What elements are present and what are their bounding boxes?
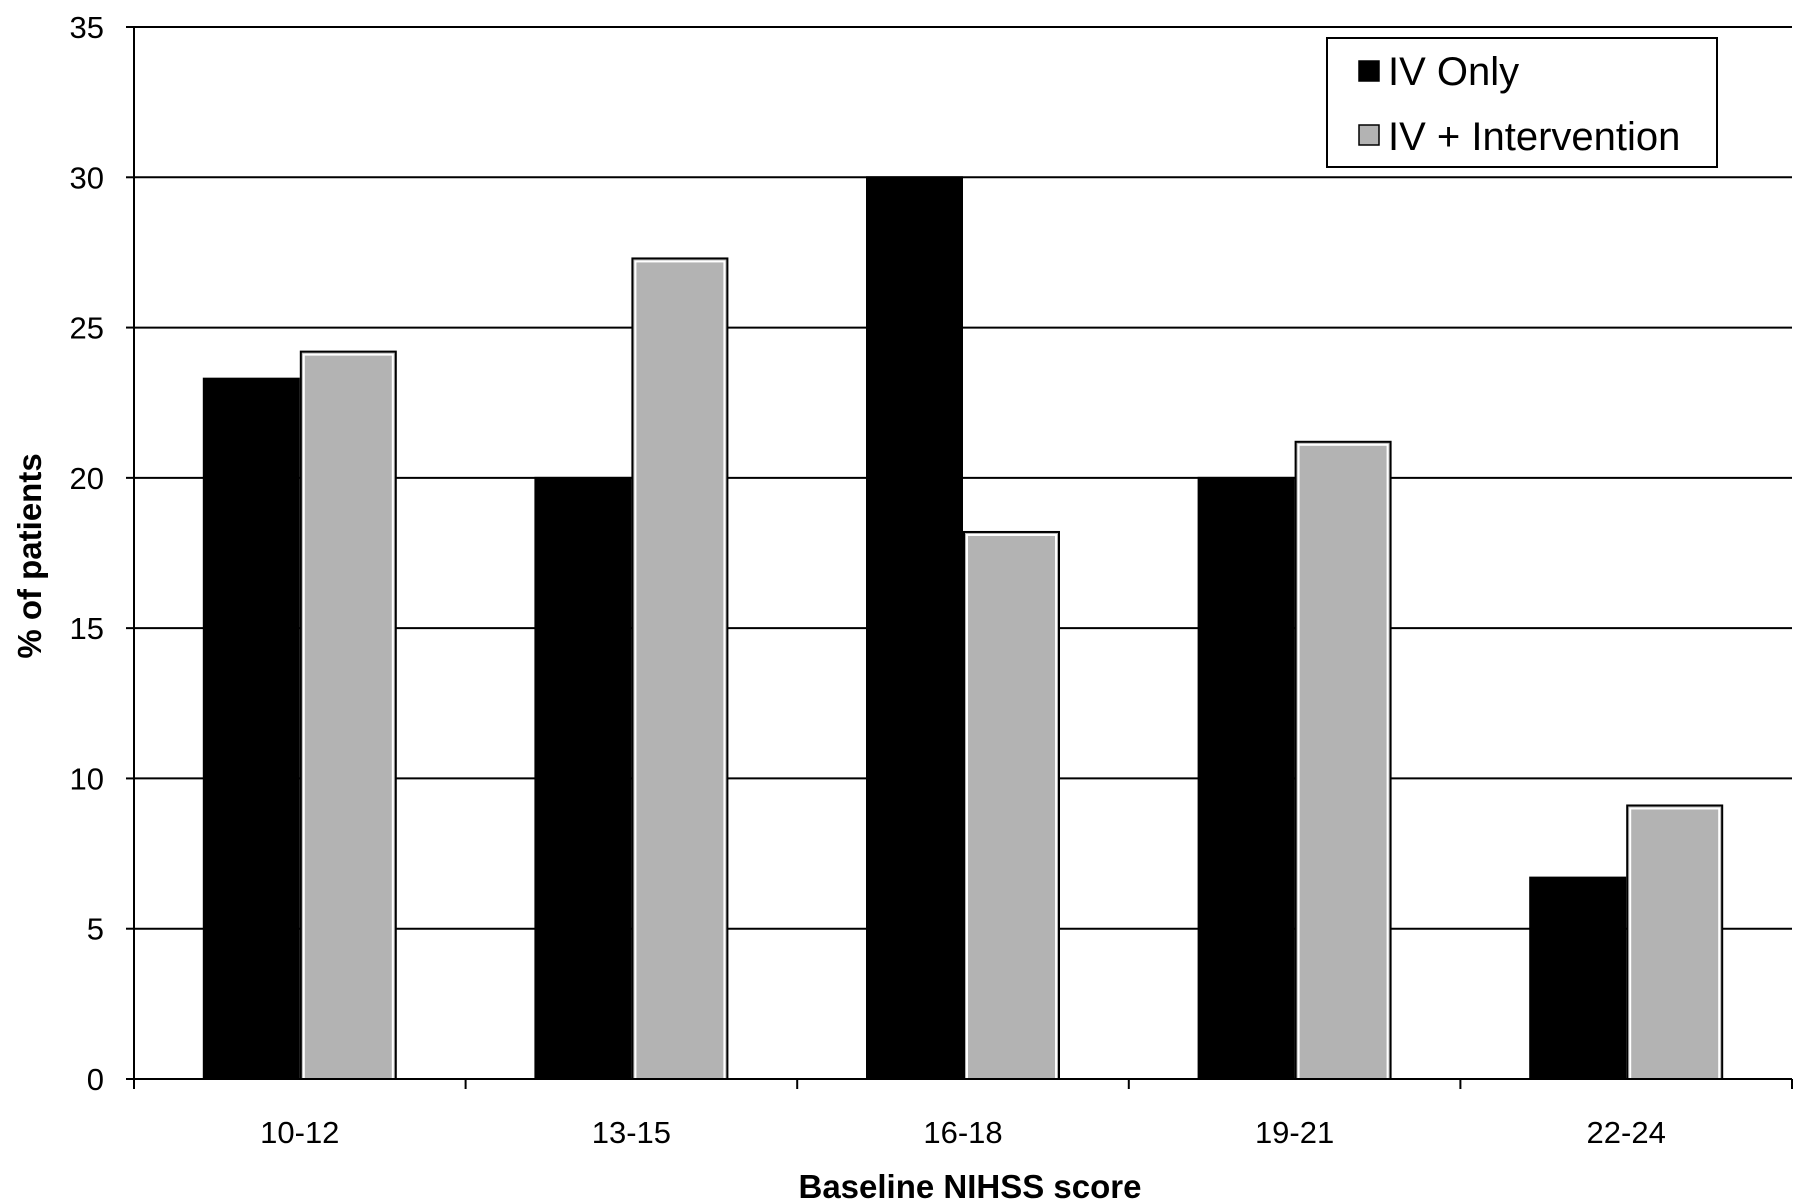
bar-iv-only-16-18 <box>866 176 963 1081</box>
x-tick-label: 16-18 <box>923 1115 1002 1150</box>
y-tick-labels: 0 5 10 15 20 25 30 35 <box>70 10 104 1097</box>
bar-iv-only-22-24 <box>1529 876 1627 1080</box>
y-tick-label: 35 <box>70 10 104 45</box>
x-tick-label: 13-15 <box>592 1115 671 1150</box>
bar-iv-intervention-16-18 <box>963 530 1060 1080</box>
bar-iv-intervention-22-24 <box>1626 804 1724 1080</box>
legend-swatch-iv-only <box>1358 60 1380 82</box>
x-tick-label: 10-12 <box>260 1115 339 1150</box>
legend: IV Only IV + Intervention <box>1326 37 1718 168</box>
x-axis-title: Baseline NIHSS score <box>799 1168 1142 1202</box>
y-tick-label: 25 <box>70 311 104 346</box>
axes <box>126 26 1793 1089</box>
bar-iv-only-13-15 <box>534 476 632 1081</box>
y-tick-label: 15 <box>70 611 104 646</box>
x-tick-label: 22-24 <box>1587 1115 1666 1150</box>
bar-iv-intervention-10-12 <box>299 350 397 1081</box>
y-tick-label: 30 <box>70 160 104 195</box>
y-tick-label: 5 <box>87 912 104 947</box>
x-tick-label: 19-21 <box>1255 1115 1334 1150</box>
legend-label-iv-only: IV Only <box>1388 50 1519 94</box>
x-tick-labels: 10-12 13-15 16-18 19-21 22-24 <box>260 1115 1666 1150</box>
bars <box>202 176 1724 1081</box>
bar-iv-only-19-21 <box>1197 476 1295 1081</box>
y-tick-label: 20 <box>70 461 104 496</box>
y-tick-label: 0 <box>87 1062 104 1097</box>
legend-swatch-iv-intervention <box>1358 124 1380 146</box>
bar-iv-intervention-19-21 <box>1294 440 1392 1080</box>
bar-iv-only-10-12 <box>202 377 300 1080</box>
legend-label-iv-intervention: IV + Intervention <box>1388 115 1680 159</box>
y-tick-label: 10 <box>70 761 104 796</box>
bar-iv-intervention-13-15 <box>631 257 729 1080</box>
y-axis-title: % of patients <box>11 453 48 658</box>
legend-box <box>1326 37 1718 168</box>
